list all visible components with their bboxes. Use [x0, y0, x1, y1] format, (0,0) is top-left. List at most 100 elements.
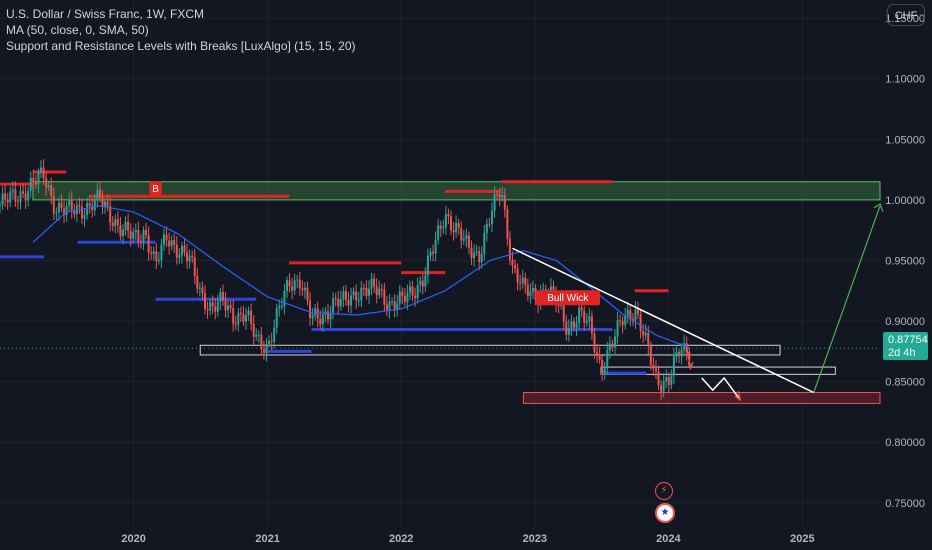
candle-body [121, 229, 124, 236]
candle-body [516, 268, 519, 283]
candle-body [642, 330, 645, 336]
candle-body [291, 286, 294, 291]
candle-body [601, 359, 604, 373]
candle-body [160, 244, 163, 261]
candle-body [416, 285, 419, 299]
candle-body [132, 232, 135, 239]
candle-body [350, 295, 353, 306]
candle-body [186, 252, 189, 262]
candle-body [165, 234, 168, 241]
candle-body [355, 291, 358, 301]
chart-legend: U.S. Dollar / Swiss Franc, 1W, FXCM MA (… [6, 6, 356, 54]
candle-body [257, 334, 260, 336]
candle-body [567, 327, 570, 335]
candle-body [570, 321, 573, 328]
candle-body [0, 204, 1, 206]
break-label-bg [535, 290, 601, 306]
candle-body [29, 178, 32, 191]
chart-grid [0, 0, 880, 527]
candle-body [129, 231, 132, 239]
candle-body [398, 291, 401, 304]
candle-body [86, 203, 89, 216]
target-zone [522, 392, 881, 404]
candle-body [344, 291, 347, 301]
candle-body [196, 275, 199, 289]
candle-body [590, 316, 593, 334]
us-flag-icon[interactable]: ★ [655, 503, 675, 523]
candle-body [283, 291, 286, 307]
sr-indicator-label[interactable]: Support and Resistance Levels with Break… [6, 39, 356, 53]
candle-body [104, 201, 107, 207]
candle-body [637, 309, 640, 315]
candle-body [585, 321, 588, 323]
price-tick-label: 0.80000 [885, 437, 925, 449]
candle-body [280, 306, 283, 308]
candle-body [265, 343, 268, 354]
candle-body [506, 209, 509, 239]
candle-body [462, 238, 465, 241]
candle-body [27, 190, 30, 201]
candle-body [301, 288, 304, 291]
candle-body [347, 300, 350, 306]
candle-body [465, 235, 468, 239]
candle-body [137, 229, 140, 242]
candle-body [124, 221, 127, 230]
candle-body [391, 301, 394, 303]
candle-body [480, 254, 483, 263]
candle-body [157, 260, 160, 262]
candle-body [503, 195, 506, 210]
symbol-title[interactable]: U.S. Dollar / Swiss Franc, 1W, FXCM [6, 7, 205, 21]
candle-body [142, 230, 145, 242]
lightning-icon[interactable]: ⚡ [655, 482, 673, 500]
candle-body [237, 312, 240, 325]
candle-body [111, 222, 114, 227]
candle-body [14, 189, 17, 202]
candle-body [88, 203, 91, 206]
candle-body [485, 223, 488, 234]
currency-button[interactable]: CHF [887, 4, 925, 26]
candle-body [339, 298, 342, 307]
candle-body [329, 313, 332, 320]
projection-arrow [813, 205, 881, 393]
candle-body [357, 300, 360, 302]
candle-body [227, 305, 230, 311]
candle-body [116, 218, 119, 226]
candle-body [45, 178, 48, 188]
price-tick-label: 1.15000 [885, 13, 925, 25]
candle-body [498, 194, 501, 198]
time-tick-label: 2020 [121, 533, 145, 545]
candle-body [321, 314, 324, 325]
candle-body [362, 287, 365, 289]
candle-body [234, 323, 237, 325]
candle-body [606, 350, 609, 369]
candle-body [262, 349, 265, 354]
candle-body [580, 307, 583, 311]
candle-body [83, 215, 86, 219]
candle-body [275, 308, 278, 328]
candle-body [239, 312, 242, 315]
support-zone [199, 344, 781, 356]
candle-body [183, 245, 186, 253]
time-tick-label: 2021 [255, 533, 279, 545]
candle-body [101, 197, 104, 207]
label-layer: B Bull Wick [149, 181, 601, 306]
break-label: B [152, 184, 159, 195]
ma-indicator-label[interactable]: MA (50, close, 0, SMA, 50) [6, 23, 149, 37]
time-tick-label: 2022 [389, 533, 413, 545]
candle-body [598, 354, 601, 360]
price-tick-label: 1.05000 [885, 134, 925, 146]
candle-body [255, 334, 258, 337]
candle-body [155, 251, 158, 261]
candle-body [293, 280, 296, 291]
candle-body [424, 275, 427, 287]
zigzag-path [701, 376, 741, 401]
candle-body [47, 185, 50, 188]
candle-body [11, 189, 14, 192]
candle-body [455, 223, 458, 233]
candle-body [70, 199, 73, 211]
candle-body [603, 368, 606, 373]
candle-body [649, 345, 652, 365]
candle-body [193, 257, 196, 276]
candle-body [437, 225, 440, 240]
